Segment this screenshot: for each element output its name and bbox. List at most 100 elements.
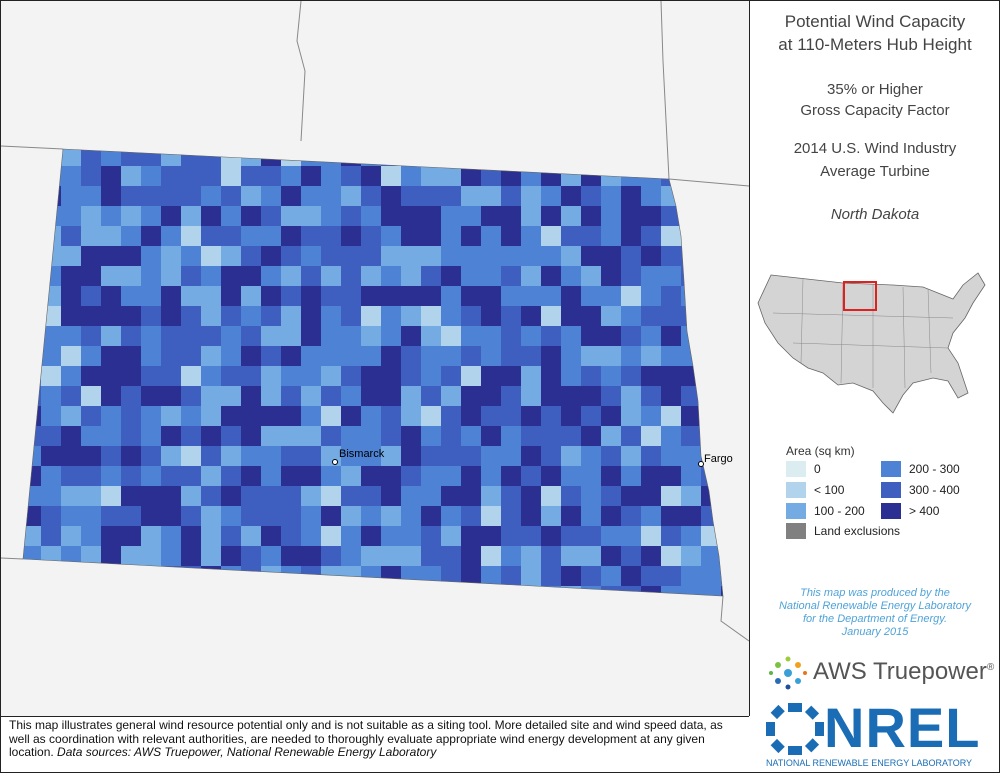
grid-cell [301,286,321,306]
grid-cell [61,286,81,306]
grid-cell [581,206,601,226]
grid-cell [461,406,481,426]
grid-cell [461,546,481,566]
grid-cell [41,526,61,546]
grid-cell [81,186,101,206]
grid-cell [581,466,601,486]
grid-cell [521,406,541,426]
grid-cell [421,366,441,386]
grid-cell [81,466,101,486]
grid-cell [301,326,321,346]
grid-cell [481,426,501,446]
grid-cell [561,566,581,586]
grid-cell [661,546,681,566]
grid-cell [501,186,521,206]
grid-cell [61,326,81,346]
grid-cell [81,326,101,346]
grid-cell [201,246,221,266]
grid-cell [641,566,661,586]
grid-cell [41,466,61,486]
grid-cell [261,306,281,326]
grid-cell [41,446,61,466]
grid-cell [641,506,661,526]
grid-cell [41,386,61,406]
grid-cell [341,206,361,226]
legend-label: 300 - 400 [909,483,960,497]
grid-cell [321,266,341,286]
grid-cell [161,206,181,226]
grid-cell [281,386,301,406]
grid-cell [641,406,661,426]
grid-cell [401,326,421,346]
grid-cell [221,486,241,506]
grid-cell [321,446,341,466]
grid-cell [81,546,101,566]
grid-cell [461,226,481,246]
grid-cell [121,366,141,386]
grid-cell [41,506,61,526]
grid-cell [481,246,501,266]
grid-cell [341,526,361,546]
grid-cell [461,306,481,326]
grid-cell [501,466,521,486]
grid-cell [501,486,521,506]
grid-cell [301,206,321,226]
grid-cell [581,566,601,586]
grid-cell [281,466,301,486]
grid-cell [101,286,121,306]
legend-label: 200 - 300 [909,462,960,476]
grid-cell [401,546,421,566]
grid-cell [101,326,121,346]
grid-cell [241,166,261,186]
grid-cell [481,326,501,346]
grid-cell [441,186,461,206]
grid-cell [441,266,461,286]
grid-cell [121,526,141,546]
grid-cell [221,406,241,426]
grid-cell [161,166,181,186]
grid-cell [501,386,521,406]
nrel-subtitle: NATIONAL RENEWABLE ENERGY LABORATORY [766,758,973,768]
grid-cell [121,406,141,426]
grid-cell [381,326,401,346]
grid-cell [561,426,581,446]
grid-cell [201,386,221,406]
grid-cell [621,266,641,286]
grid-cell [121,286,141,306]
grid-cell [441,486,461,506]
grid-cell [441,466,461,486]
grid-cell [581,526,601,546]
grid-cell [601,506,621,526]
grid-cell [181,286,201,306]
grid-cell [121,166,141,186]
grid-cell [641,266,661,286]
grid-cell [561,246,581,266]
grid-cell [621,426,641,446]
grid-cell [421,346,441,366]
subtitle-line: 35% or Higher [827,81,923,98]
grid-cell [421,206,441,226]
legend-swatch [786,461,806,477]
grid-cell [521,486,541,506]
grid-cell [61,406,81,426]
grid-cell [441,526,461,546]
legend-title: Area (sq km) [786,444,855,458]
grid-cell [561,346,581,366]
grid-cell [181,546,201,566]
grid-cell [121,246,141,266]
grid-cell [601,546,621,566]
legend-label: > 400 [909,504,940,518]
grid-cell [401,266,421,286]
grid-cell [121,186,141,206]
grid-cell [301,506,321,526]
us-inset [757,272,986,414]
grid-cell [521,286,541,306]
grid-cell [561,306,581,326]
grid-cell [501,326,521,346]
grid-cell [441,246,461,266]
grid-cell [301,366,321,386]
grid-cell [141,306,161,326]
grid-cell [681,586,701,596]
grid-cell [241,266,261,286]
grid-cell [341,506,361,526]
